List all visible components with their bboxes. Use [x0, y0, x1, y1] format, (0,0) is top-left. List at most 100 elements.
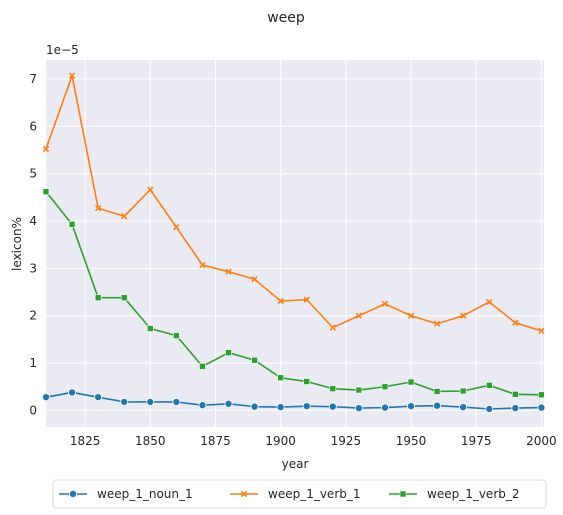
legend-label: weep_1_verb_2: [427, 487, 520, 501]
data-point: [225, 268, 232, 275]
data-point: [329, 385, 337, 392]
data-point: [276, 403, 285, 412]
data-point: [173, 332, 180, 339]
data-point: [537, 403, 546, 412]
data-point: [512, 319, 519, 326]
data-point: [328, 402, 337, 411]
data-point: [512, 391, 519, 398]
chart-title: weep: [267, 10, 305, 26]
data-point: [277, 374, 284, 382]
plot-area: [46, 60, 544, 427]
data-point: [199, 261, 206, 269]
legend-label: weep_1_verb_1: [268, 487, 361, 501]
y-tick-label: 7: [29, 72, 37, 86]
data-point: [302, 402, 311, 411]
data-point: [381, 383, 389, 391]
y-tick-label: 5: [29, 167, 37, 181]
data-point: [329, 324, 336, 331]
data-point: [146, 397, 155, 406]
data-point: [172, 397, 181, 406]
data-point: [407, 378, 415, 386]
data-point: [199, 363, 206, 370]
data-point: [68, 388, 77, 397]
data-point: [94, 393, 103, 402]
legend-label: weep_1_noun_1: [97, 487, 193, 501]
data-point: [121, 213, 128, 220]
data-point: [433, 320, 441, 327]
y-tick-label: 4: [29, 214, 37, 228]
data-point: [486, 298, 493, 306]
legend-box: [52, 479, 547, 509]
legend: weep_1_noun_1 weep_1_verb_1 weep_1_verb_2: [52, 479, 547, 509]
data-point: [251, 276, 258, 283]
data-point: [355, 312, 363, 319]
data-point: [42, 145, 50, 153]
data-point: [538, 391, 545, 399]
data-point: [225, 349, 232, 356]
data-point: [433, 401, 442, 410]
data-point: [355, 386, 363, 394]
x-tick-label: 1925: [331, 434, 362, 448]
legend-marker: [69, 489, 78, 498]
data-point: [173, 223, 180, 231]
y-tick-label: 0: [29, 403, 37, 417]
data-point: [433, 388, 441, 395]
data-point: [303, 296, 310, 303]
legend-entry: weep_1_noun_1: [59, 487, 193, 501]
y-tick-label: 3: [29, 261, 37, 275]
legend-marker: [240, 490, 248, 498]
data-point: [538, 327, 545, 335]
data-point: [68, 72, 76, 79]
data-point: [120, 397, 129, 406]
data-point: [460, 312, 467, 319]
series-weep_1_verb_2: [42, 188, 545, 399]
series-line: [45, 191, 542, 396]
x-tick-label: 1825: [70, 434, 101, 448]
x-tick-labels: 1825 1850 1875 1900 1925 1950 1975 2000: [70, 434, 557, 448]
y-axis-label: lexicon%: [10, 217, 24, 271]
data-point: [459, 387, 467, 395]
x-tick-label: 1900: [265, 434, 296, 448]
y-tick-label: 1: [29, 356, 37, 370]
data-point: [94, 205, 102, 212]
data-point: [354, 404, 363, 413]
data-point: [485, 382, 493, 389]
data-point: [146, 325, 154, 332]
x-tick-label: 1875: [200, 434, 231, 448]
data-point: [407, 402, 416, 411]
data-point: [511, 404, 520, 413]
data-point: [380, 403, 389, 412]
x-tick-label: 1950: [396, 434, 427, 448]
data-point: [68, 221, 76, 228]
y-tick-label: 6: [29, 119, 37, 133]
legend-entry: weep_1_verb_2: [389, 487, 520, 501]
gridlines: [46, 60, 544, 427]
y-scale-note: 1e−5: [46, 43, 79, 57]
series-line: [45, 74, 542, 332]
y-tick-label: 2: [29, 309, 37, 323]
x-axis-label: year: [282, 457, 309, 471]
legend-entry: weep_1_verb_1: [230, 487, 361, 501]
y-tick-labels: 0 1 2 3 4 5 6 7: [29, 72, 37, 417]
x-tick-label: 1850: [135, 434, 166, 448]
series-layer: [42, 72, 546, 414]
x-tick-label: 1975: [461, 434, 492, 448]
data-point: [277, 297, 284, 305]
data-point: [407, 312, 415, 319]
data-point: [120, 294, 128, 302]
data-point: [250, 402, 259, 411]
series-line: [45, 391, 542, 410]
data-point: [198, 401, 207, 410]
data-point: [459, 403, 468, 412]
x-tick-label: 2000: [526, 434, 557, 448]
data-point: [147, 186, 154, 193]
series-weep_1_verb_1: [42, 72, 545, 335]
data-point: [224, 399, 233, 408]
data-point: [42, 393, 51, 402]
data-point: [381, 300, 389, 308]
data-point: [251, 356, 258, 364]
data-point: [94, 294, 102, 302]
series-weep_1_noun_1: [42, 388, 546, 414]
data-point: [485, 405, 494, 414]
